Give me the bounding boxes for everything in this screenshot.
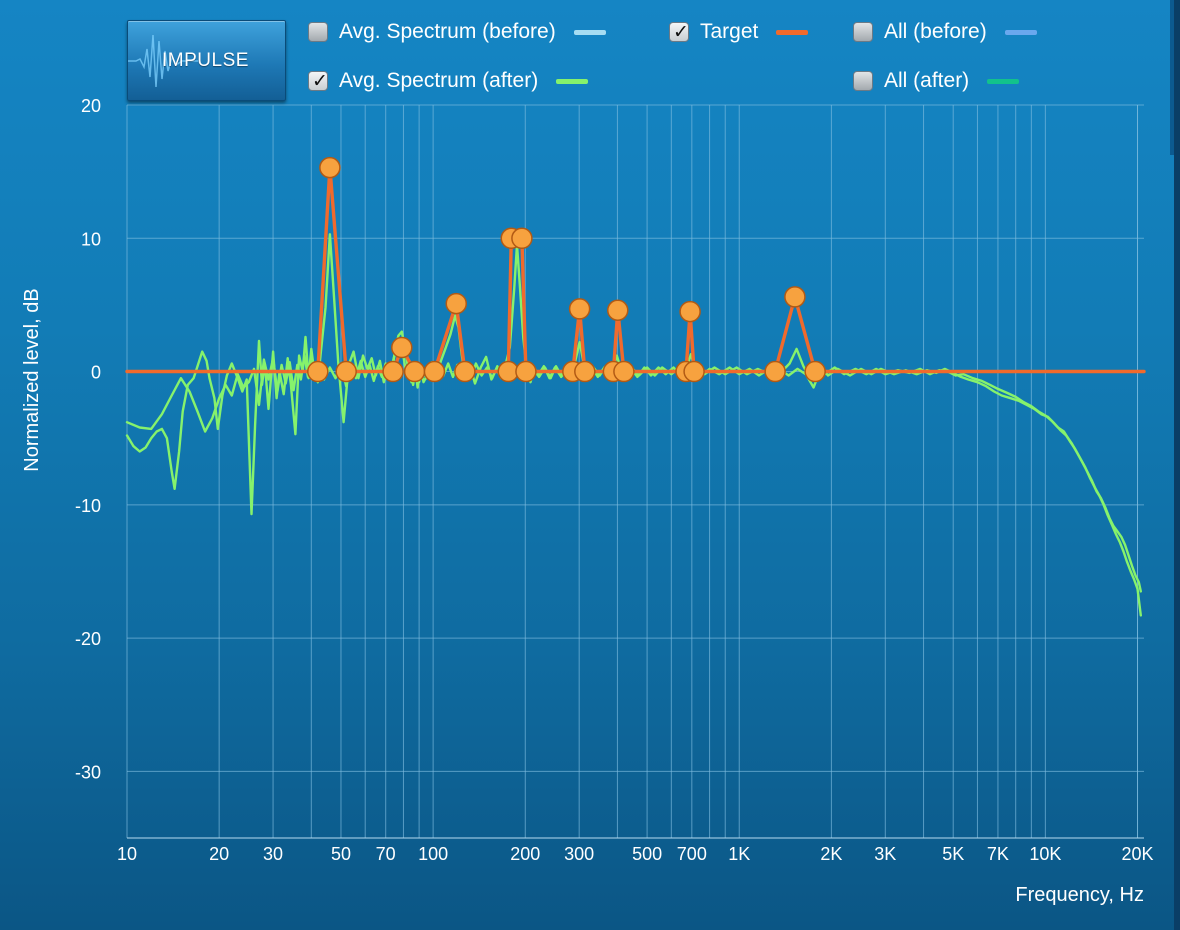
legend-swatch	[987, 78, 1020, 84]
legend-label: Avg. Spectrum (before)	[339, 20, 556, 43]
y-tick-label: -10	[75, 496, 101, 516]
y-tick-label: -30	[75, 762, 101, 782]
x-tick-label: 1K	[728, 844, 750, 864]
x-tick-label: 20	[209, 844, 229, 864]
target-marker[interactable]	[391, 336, 413, 359]
target-marker[interactable]	[445, 292, 467, 315]
target-line	[125, 165, 1146, 374]
waveform-icon	[128, 34, 198, 88]
x-tick-label: 10K	[1029, 844, 1061, 864]
all-after-checkbox[interactable]	[853, 71, 873, 91]
checkmark-icon: ✓	[312, 70, 328, 92]
impulse-button-label: IMPULSE	[162, 50, 249, 71]
avg-spectrum-after-line	[125, 233, 1142, 617]
target-marker[interactable]	[423, 360, 446, 383]
x-tick-label: 50	[331, 844, 351, 864]
target-marker[interactable]	[382, 360, 404, 383]
target-marker[interactable]	[319, 156, 341, 179]
legend-label: Avg. Spectrum (after)	[339, 69, 539, 92]
x-tick-label: 100	[418, 844, 448, 864]
legend-label: Target	[700, 20, 759, 43]
y-tick-label: 10	[81, 229, 101, 249]
target-marker[interactable]	[515, 360, 537, 383]
x-tick-label: 20K	[1121, 844, 1153, 864]
x-tick-label: 500	[632, 844, 662, 864]
legend-swatch	[776, 29, 809, 35]
target-marker[interactable]	[511, 227, 533, 250]
x-tick-label: 70	[376, 844, 396, 864]
legend-item-avg-spectrum-before[interactable]: Avg. Spectrum (before)	[308, 19, 606, 45]
legend-label: All (after)	[884, 69, 970, 92]
avg-spectrum-before-checkbox[interactable]	[308, 22, 328, 42]
legend-swatch	[573, 29, 606, 35]
legend-swatch	[556, 78, 589, 84]
avg-spectrum-after-line	[125, 339, 1142, 593]
x-tick-label: 200	[510, 844, 540, 864]
y-tick-label: -20	[75, 629, 101, 649]
target-checkbox[interactable]: ✓	[669, 22, 689, 42]
legend-label: All (before)	[884, 20, 987, 43]
target-marker[interactable]	[764, 360, 786, 383]
legend-item-avg-spectrum-after[interactable]: ✓ Avg. Spectrum (after)	[308, 68, 589, 94]
target-marker[interactable]	[613, 360, 635, 383]
x-tick-label: 300	[564, 844, 594, 864]
target-marker[interactable]	[679, 300, 701, 323]
target-marker[interactable]	[307, 360, 329, 383]
impulse-button[interactable]: IMPULSE	[127, 20, 286, 101]
legend-item-all-before[interactable]: All (before)	[853, 19, 1037, 45]
target-marker[interactable]	[784, 286, 806, 308]
target-marker[interactable]	[335, 360, 357, 383]
checkmark-icon: ✓	[673, 21, 689, 43]
window-edge	[1174, 0, 1180, 930]
target-marker[interactable]	[683, 360, 705, 383]
y-tick-label: 20	[81, 96, 101, 116]
x-tick-label: 700	[677, 844, 707, 864]
y-tick-label: 0	[91, 363, 101, 383]
x-tick-label: 7K	[987, 844, 1009, 864]
avg-spectrum-after-checkbox[interactable]: ✓	[308, 71, 328, 91]
legend-item-target[interactable]: ✓ Target	[669, 19, 809, 45]
target-marker[interactable]	[454, 360, 476, 383]
x-tick-label: 30	[263, 844, 283, 864]
target-marker[interactable]	[568, 298, 591, 320]
all-before-checkbox[interactable]	[853, 22, 873, 42]
target-marker[interactable]	[403, 360, 426, 383]
target-marker[interactable]	[607, 299, 629, 321]
x-tick-label: 3K	[874, 844, 896, 864]
x-tick-label: 10	[117, 844, 137, 864]
x-axis-title: Frequency, Hz	[1015, 884, 1144, 906]
y-axis-title: Normalized level, dB	[21, 288, 43, 471]
x-tick-label: 2K	[820, 844, 842, 864]
legend-swatch	[1004, 29, 1037, 35]
legend-item-all-after[interactable]: All (after)	[853, 68, 1020, 94]
x-tick-label: 5K	[942, 844, 964, 864]
target-marker[interactable]	[804, 360, 826, 383]
target-marker[interactable]	[574, 360, 596, 383]
